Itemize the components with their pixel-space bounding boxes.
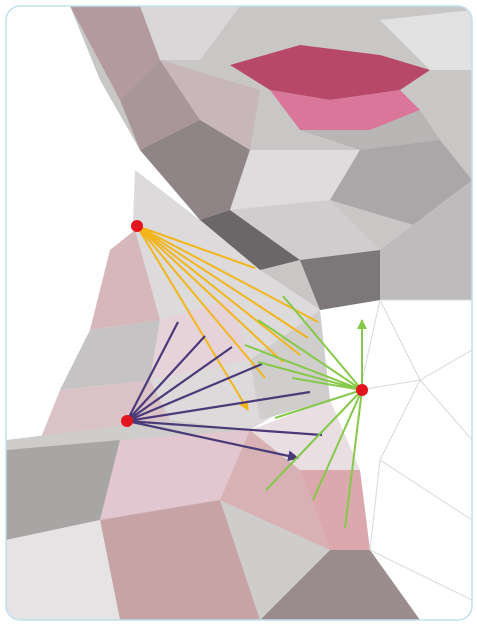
green-arrows [244,295,362,529]
orange-arrows [136,225,319,410]
low-poly-face [6,6,472,620]
frame [5,5,473,621]
landmark-dot [131,220,143,232]
landmark-dot [121,415,133,427]
landmark-dot [356,384,368,396]
purple-arrows [126,321,323,458]
